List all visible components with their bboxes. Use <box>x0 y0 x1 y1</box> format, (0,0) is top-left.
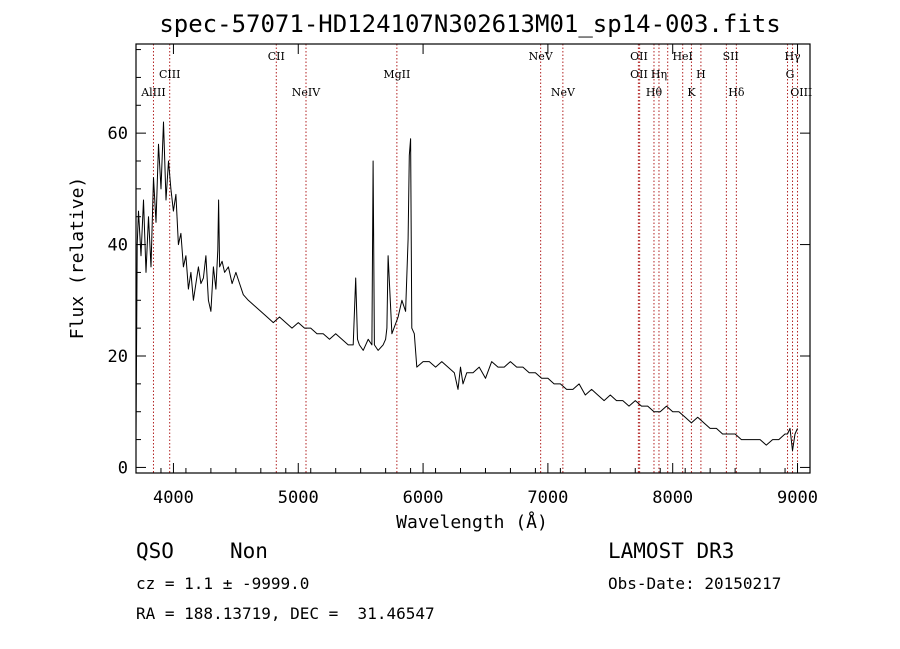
line-label-aliii-12: AlIII <box>140 86 166 99</box>
cz-text: cz = 1.1 ± -9999.0 <box>136 574 309 593</box>
line-label-hei-3: HeI <box>672 50 692 63</box>
x-tick-label-8000: 8000 <box>652 488 693 508</box>
class-label: QSO <box>136 539 174 563</box>
x-axis-ticks: 4000 5000 6000 7000 8000 9000 <box>135 44 818 508</box>
line-label-nev-1: NeV <box>529 50 554 63</box>
survey-label: LAMOST DR3 <box>608 539 734 563</box>
x-tick-label-6000: 6000 <box>403 488 444 508</box>
line-label-oiii-18: OIII <box>790 86 812 99</box>
y-tick-label-40: 40 <box>108 236 128 256</box>
line-label-k-16: K <box>687 86 696 99</box>
emission-line-markers <box>152 44 799 473</box>
line-label-ciii-6: CIII <box>159 68 180 81</box>
line-label-cii-0: CII <box>268 50 285 63</box>
x-tick-label-7000: 7000 <box>527 488 568 508</box>
line-label-nev-14: NeV <box>551 86 576 99</box>
line-label-h-15: Hθ <box>646 86 663 99</box>
x-axis-label: Wavelength (Å) <box>396 511 548 533</box>
line-label-h-5: Hγ <box>784 50 801 63</box>
spectrum-line <box>135 121 798 452</box>
y-axis-label: Flux (relative) <box>67 177 88 340</box>
plot-frame <box>135 43 811 474</box>
y-tick-label-0: 0 <box>118 458 128 478</box>
x-tick-label-9000: 9000 <box>777 488 818 508</box>
line-label-h-17: Hδ <box>728 86 745 99</box>
line-label-g-11: G <box>786 68 795 81</box>
obsdate-text: Obs-Date: 20150217 <box>608 574 781 593</box>
x-tick-label-5000: 5000 <box>278 488 319 508</box>
line-label-mgii-7: MgII <box>383 68 410 81</box>
emission-line-labels: CII NeV OII HeI SII Hγ CIII MgII OII Hη H G AlIII NeI… <box>140 50 812 99</box>
x-tick-label-4000: 4000 <box>153 488 194 508</box>
line-label-h-9: Hη <box>651 68 667 81</box>
line-label-h-10: H <box>696 68 706 81</box>
line-label-neiv-13: NeIV <box>292 86 321 99</box>
line-label-oii-8: OII <box>630 68 648 81</box>
y-axis-ticks: 0 20 40 60 <box>108 49 810 478</box>
spectrum-series <box>135 121 798 452</box>
chart-title: spec-57071-HD124107N302613M01_sp14-003.f… <box>159 10 780 38</box>
radec-text: RA = 188.13719, DEC = 31.46547 <box>136 604 435 623</box>
subclass-label: Non <box>230 539 268 563</box>
line-label-oii-2: OII <box>630 50 648 63</box>
y-tick-label-60: 60 <box>108 124 128 144</box>
line-label-sii-4: SII <box>723 50 739 63</box>
y-tick-label-20: 20 <box>108 347 128 367</box>
